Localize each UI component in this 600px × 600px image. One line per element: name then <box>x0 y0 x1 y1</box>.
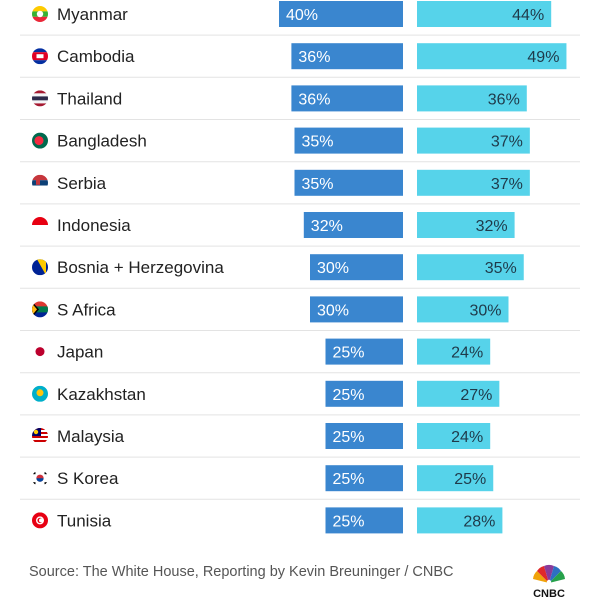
bangladesh-flag-icon <box>32 132 48 149</box>
bar-series-a <box>291 85 403 112</box>
country-label: Thailand <box>57 89 122 108</box>
bar-label-series-b: 28% <box>463 513 495 530</box>
bar-series-a <box>325 507 403 534</box>
bar-label-series-a: 36% <box>298 91 330 108</box>
south-africa-flag-icon <box>32 301 48 318</box>
bar-label-series-b: 37% <box>491 134 523 151</box>
logo-text: CNBC <box>533 588 565 599</box>
bar-label-series-a: 30% <box>317 302 349 319</box>
bar-series-b <box>417 43 567 70</box>
bar-label-series-a: 25% <box>333 345 365 362</box>
tariff-bar-chart: Myanmar 40% 44% Cambodia 36% 49% Thailand 36% 36… <box>20 1 580 534</box>
bar-label-series-a: 40% <box>286 7 318 24</box>
bar-series-b <box>417 127 530 154</box>
bar-label-series-b: 35% <box>485 260 517 277</box>
bar-series-a <box>291 43 403 70</box>
myanmar-flag-icon <box>32 6 48 22</box>
bar-label-series-b: 30% <box>469 302 501 319</box>
bar-series-a <box>294 127 403 154</box>
country-label: Myanmar <box>57 5 128 24</box>
cambodia-flag-icon <box>32 48 48 65</box>
country-label: Bosnia + Herzegovina <box>57 258 224 277</box>
kazakhstan-flag-icon <box>32 385 48 402</box>
bar-label-series-a: 36% <box>298 49 330 66</box>
bar-series-b <box>417 296 509 323</box>
bar-series-b <box>417 465 494 492</box>
bar-label-series-b: 49% <box>527 49 559 66</box>
bar-series-a <box>325 423 403 449</box>
country-label: Kazakhstan <box>57 385 146 404</box>
bar-label-series-b: 25% <box>454 471 486 488</box>
malaysia-flag-icon <box>32 428 48 444</box>
bar-series-b <box>417 423 491 449</box>
bar-label-series-a: 25% <box>333 429 365 446</box>
bar-label-series-a: 30% <box>317 260 349 277</box>
country-label: S Korea <box>57 469 119 488</box>
bar-label-series-a: 32% <box>311 218 343 235</box>
bar-series-b <box>417 380 500 407</box>
bar-series-a <box>325 380 403 407</box>
country-label: Serbia <box>57 174 107 193</box>
bar-label-series-b: 27% <box>460 387 492 404</box>
bar-label-series-b: 36% <box>488 91 520 108</box>
bar-series-b <box>417 212 515 238</box>
bar-label-series-a: 25% <box>333 513 365 530</box>
bar-series-a <box>279 1 403 27</box>
bar-series-a <box>325 465 403 492</box>
japan-flag-icon <box>32 343 48 360</box>
bar-series-a <box>294 169 403 196</box>
bar-series-b <box>417 1 552 27</box>
bar-series-a <box>325 338 403 365</box>
bar-series-b <box>417 254 524 281</box>
bar-series-a <box>303 212 403 238</box>
bar-series-b <box>417 338 491 365</box>
bosnia-flag-icon <box>32 259 48 276</box>
bar-label-series-a: 35% <box>302 134 334 151</box>
bar-label-series-a: 25% <box>333 471 365 488</box>
country-label: Cambodia <box>57 47 135 66</box>
indonesia-flag-icon <box>32 217 48 233</box>
country-label: Indonesia <box>57 216 131 235</box>
bar-label-series-b: 44% <box>512 7 544 24</box>
country-label: Malaysia <box>57 427 125 446</box>
bar-series-b <box>417 85 527 112</box>
bar-label-series-a: 35% <box>302 176 334 193</box>
bar-series-b <box>417 169 530 196</box>
thailand-flag-icon <box>32 90 48 107</box>
country-label: S Africa <box>57 300 116 319</box>
bar-label-series-b: 24% <box>451 345 483 362</box>
country-label: Tunisia <box>57 511 112 530</box>
tunisia-flag-icon <box>32 512 48 529</box>
country-label: Bangladesh <box>57 132 147 151</box>
bar-label-series-b: 32% <box>476 218 508 235</box>
south-korea-flag-icon <box>32 470 48 487</box>
bar-series-a <box>310 254 403 281</box>
country-label: Japan <box>57 343 103 362</box>
bar-label-series-a: 25% <box>333 387 365 404</box>
serbia-flag-icon <box>32 174 48 191</box>
bar-series-a <box>310 296 403 323</box>
bar-series-b <box>417 507 503 534</box>
source-note: Source: The White House, Reporting by Ke… <box>29 564 454 580</box>
cnbc-peacock-logo: CNBC <box>533 564 565 599</box>
bar-label-series-b: 24% <box>451 429 483 446</box>
bar-label-series-b: 37% <box>491 176 523 193</box>
